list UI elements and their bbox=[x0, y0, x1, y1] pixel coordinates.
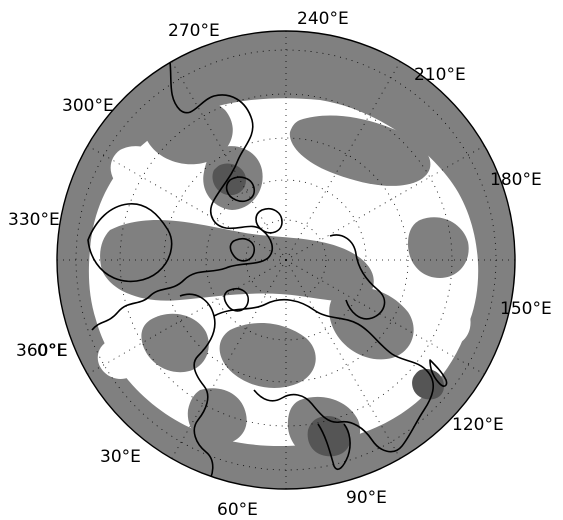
coastline-arctic-islands bbox=[223, 176, 283, 312]
longitude-label-0: 0°E bbox=[37, 341, 67, 361]
longitude-line bbox=[285, 259, 401, 459]
longitude-line bbox=[87, 259, 287, 375]
coastline-eurasia bbox=[213, 298, 435, 453]
longitude-label-360: 360°E bbox=[16, 341, 68, 361]
longitude-label-60: 60°E bbox=[217, 500, 258, 520]
dark-region-tibet-core bbox=[307, 416, 351, 457]
longitude-labels: 240°E 270°E 210°E 300°E 180°E 330°E 150°… bbox=[8, 9, 552, 520]
longitude-label-210: 210°E bbox=[414, 65, 466, 85]
longitude-label-90: 90°E bbox=[346, 488, 387, 508]
longitude-line bbox=[285, 145, 485, 261]
unshaded-region-3 bbox=[97, 338, 141, 379]
longitude-line bbox=[171, 259, 287, 459]
shaded-region-europe bbox=[141, 313, 209, 373]
longitude-label-330: 330°E bbox=[8, 210, 60, 230]
coastline-bering bbox=[329, 234, 386, 320]
longitude-line bbox=[285, 61, 401, 261]
shaded-region-arctic-band bbox=[100, 219, 374, 302]
shaded-region-central-asia bbox=[219, 323, 316, 388]
longitude-label-120: 120°E bbox=[452, 415, 504, 435]
coastlines bbox=[87, 61, 448, 487]
latitude-circle bbox=[119, 93, 453, 427]
coastline-greenland bbox=[87, 203, 173, 283]
shaded-region-north-atlantic bbox=[141, 91, 233, 165]
longitude-label-150: 150°E bbox=[500, 299, 552, 319]
longitude-label-30: 30°E bbox=[100, 447, 141, 467]
longitude-label-180: 180°E bbox=[490, 170, 542, 190]
shaded-region-north-africa bbox=[187, 388, 247, 445]
longitude-label-270: 270°E bbox=[168, 21, 220, 41]
coastline-japan bbox=[429, 359, 448, 387]
shaded-region-siberia bbox=[329, 287, 414, 360]
dark-region-canada-core bbox=[212, 163, 246, 196]
latitude-circle bbox=[163, 137, 409, 383]
longitude-label-240: 240°E bbox=[297, 9, 349, 29]
coastline-india bbox=[317, 423, 351, 471]
shaded-field-layer bbox=[57, 31, 515, 489]
map-boundary-circle bbox=[56, 30, 516, 490]
latitude-circle bbox=[205, 179, 367, 341]
longitude-line bbox=[171, 61, 287, 261]
coastline-north-america bbox=[91, 61, 274, 331]
shaded-region-east-pacific bbox=[408, 217, 469, 278]
longitude-line bbox=[285, 259, 485, 375]
latitude-circle bbox=[245, 219, 327, 301]
unshaded-region-1 bbox=[110, 146, 160, 194]
dark-region-east-asia-core bbox=[412, 368, 444, 400]
unshaded-region-4 bbox=[356, 199, 399, 241]
longitude-grid bbox=[57, 31, 515, 489]
longitude-label-300: 300°E bbox=[62, 96, 114, 116]
unshaded-region-2 bbox=[425, 299, 471, 347]
shaded-region-pacific-north bbox=[289, 115, 431, 186]
longitude-line bbox=[87, 145, 287, 261]
